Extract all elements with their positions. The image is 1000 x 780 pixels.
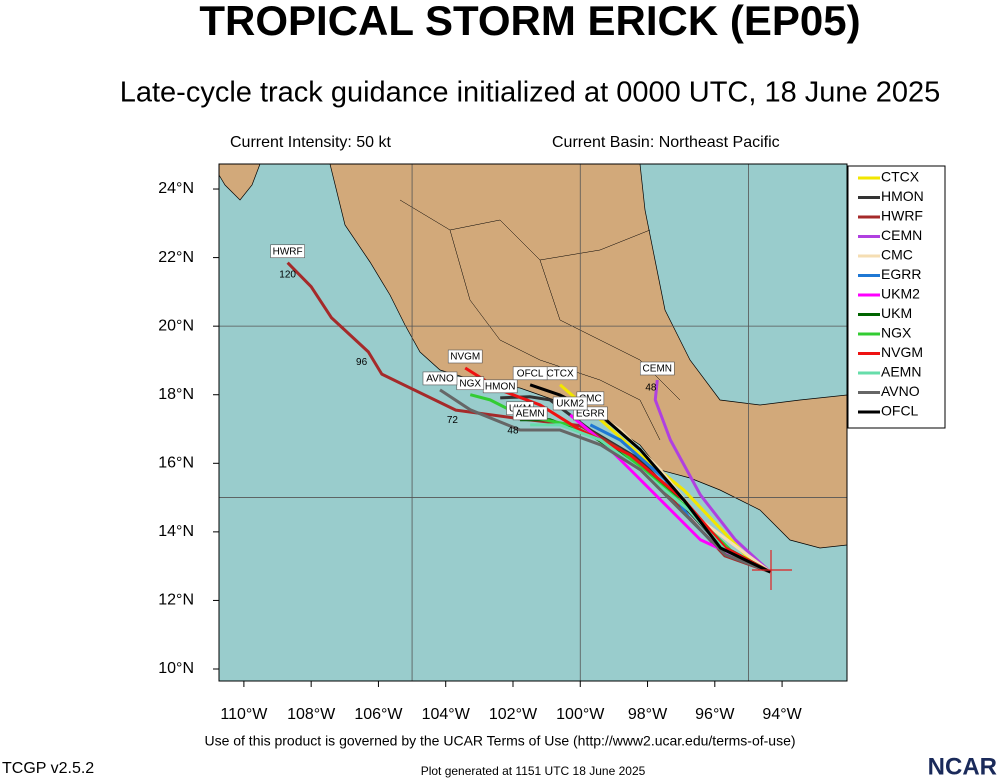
land [219, 164, 261, 201]
track-label-box [447, 349, 483, 364]
hour-label: 72 [447, 415, 459, 426]
x-tick-label: 106°W [354, 706, 403, 723]
legend-label: CMC [881, 247, 913, 263]
land [329, 164, 847, 549]
legend-label: AVNO [881, 383, 920, 399]
x-tick-label: 108°W [287, 706, 336, 723]
track-label-box [422, 371, 458, 386]
y-tick-label: 12°N [158, 592, 194, 609]
track-label-box [270, 244, 305, 259]
legend-label: HMON [881, 188, 924, 204]
track-label: EGRR [576, 409, 605, 420]
x-tick-label: 104°W [422, 706, 471, 723]
state-border [399, 199, 651, 261]
track-label: AVNO [426, 374, 454, 385]
legend [847, 165, 946, 429]
ncar-logo: NCAR [928, 753, 997, 780]
track-label-box [552, 396, 588, 411]
legend-label: OFCL [881, 403, 919, 419]
y-tick-label: 14°N [158, 523, 194, 540]
x-tick-label: 100°W [556, 706, 605, 723]
track-label: NVGM [450, 352, 480, 363]
terms-text: Use of this product is governed by the U… [204, 733, 795, 749]
y-tick-label: 18°N [158, 386, 194, 403]
intensity-header: Current Intensity: 50 kt [230, 134, 392, 151]
track-label-box [512, 366, 548, 381]
track-label: CTCX [546, 368, 574, 379]
chart-subtitle: Late-cycle track guidance initialized at… [120, 77, 941, 109]
legend-label: NVGM [881, 344, 923, 360]
hour-label: 48 [507, 425, 519, 436]
y-tick-label: 20°N [158, 317, 194, 334]
basin-header: Current Basin: Northeast Pacific [552, 134, 780, 151]
legend-label: AEMN [881, 364, 921, 380]
hour-label: 48 [645, 383, 657, 394]
version-text: TCGP v2.5.2 [2, 760, 94, 777]
legend-label: UKM [881, 305, 912, 321]
track-label: CEMN [643, 364, 672, 375]
hour-label: 120 [279, 269, 296, 280]
y-tick-label: 22°N [158, 249, 194, 266]
x-tick-label: 96°W [695, 706, 735, 723]
track-label: CMC [579, 393, 602, 404]
track-label: OFCL [517, 368, 544, 379]
track-line [439, 388, 771, 574]
plot-frame [218, 163, 848, 682]
y-tick-label: 16°N [158, 455, 194, 472]
generated-text: Plot generated at 1151 UTC 18 June 2025 [421, 764, 646, 778]
x-tick-label: 94°W [762, 706, 802, 723]
track-line [529, 383, 771, 574]
track-label: AEMN [516, 409, 545, 420]
legend-label: NGX [881, 325, 912, 341]
track-label-box [639, 361, 675, 376]
track-line [653, 379, 772, 574]
x-tick-label: 98°W [628, 706, 668, 723]
legend-label: CTCX [881, 169, 920, 185]
x-tick-label: 102°W [489, 706, 538, 723]
legend-label: EGRR [881, 266, 921, 282]
track-label: HMON [485, 381, 516, 392]
legend-label: UKM2 [881, 286, 920, 302]
track-label-box [512, 406, 548, 421]
x-tick-label: 110°W [220, 706, 268, 723]
y-tick-label: 10°N [158, 660, 194, 677]
track-label: NGX [459, 378, 481, 389]
y-tick-label: 24°N [158, 180, 194, 197]
chart-title: TROPICAL STORM ERICK (EP05) [199, 0, 860, 44]
state-border [449, 229, 661, 441]
legend-label: HWRF [881, 208, 923, 224]
hour-label: 96 [356, 357, 368, 368]
track-label: UKM2 [556, 399, 584, 410]
storm-center [752, 550, 792, 590]
track-label: HWRF [273, 246, 303, 257]
legend-label: CEMN [881, 227, 922, 243]
